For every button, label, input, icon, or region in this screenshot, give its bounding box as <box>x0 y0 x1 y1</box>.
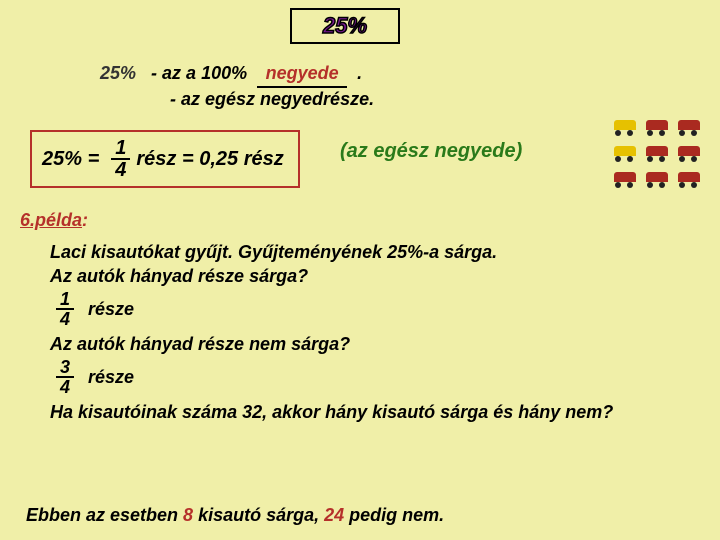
car-icon <box>644 146 670 162</box>
example-body: Laci kisautókat gyűjt. Gyűjteményének 25… <box>50 240 700 424</box>
boxed-lhs: 25% = <box>42 148 99 171</box>
car-grid <box>612 120 702 192</box>
final-p2: 8 <box>183 505 193 525</box>
title-text: 25% <box>323 13 367 38</box>
final-line: Ebben az esetben 8 kisautó sárga, 24 ped… <box>26 505 700 526</box>
def-suffix: . <box>357 63 362 83</box>
example-label-colon: : <box>82 210 88 230</box>
car-icon <box>676 146 702 162</box>
car-icon <box>612 146 638 162</box>
def-blank: negyede <box>257 60 347 86</box>
answer2-den: 4 <box>56 378 74 396</box>
answer1-num: 1 <box>56 290 74 310</box>
car-icon <box>676 120 702 136</box>
boxed-rhs: rész = 0,25 rész <box>136 148 283 171</box>
car-icon <box>612 120 638 136</box>
answer2-fraction: 3 4 <box>56 358 74 396</box>
example-label: 6.példa: <box>20 210 88 231</box>
car-icon <box>644 120 670 136</box>
def-line2-text: - az egész negyedrésze. <box>170 89 374 109</box>
answer2-num: 3 <box>56 358 74 378</box>
car-icon <box>676 172 702 188</box>
frac-den: 4 <box>111 160 130 180</box>
example-answer1: 1 4 része <box>50 290 700 328</box>
definition-block: 25% - az a 100% negyede . - az egész neg… <box>100 60 374 112</box>
boxed-formula: 25% = 1 4 rész = 0,25 rész <box>30 130 300 188</box>
definition-line1: 25% - az a 100% negyede . <box>100 60 374 86</box>
def-mid: - az a 100% <box>151 63 247 83</box>
final-p5: pedig nem. <box>344 505 444 525</box>
example-line2: Az autók hányad része sárga? <box>50 264 700 288</box>
example-answer2: 3 4 része <box>50 358 700 396</box>
final-p3: kisautó sárga, <box>193 505 324 525</box>
boxed-fraction: 1 4 <box>111 138 130 180</box>
answer1-text: része <box>88 297 134 321</box>
answer1-fraction: 1 4 <box>56 290 74 328</box>
car-icon <box>612 172 638 188</box>
aside-note: (az egész negyede) <box>340 140 522 163</box>
def-pct: 25% <box>100 63 136 83</box>
car-icon <box>644 172 670 188</box>
example-line3: Az autók hányad része nem sárga? <box>50 332 700 356</box>
example-line4: Ha kisautóinak száma 32, akkor hány kisa… <box>50 400 700 424</box>
frac-num: 1 <box>111 138 130 160</box>
answer2-text: része <box>88 365 134 389</box>
definition-line2: - az egész negyedrésze. <box>170 86 374 112</box>
example-label-text: 6.példa <box>20 210 82 230</box>
answer1-den: 4 <box>56 310 74 328</box>
title-box: 25% <box>290 8 400 44</box>
example-line1: Laci kisautókat gyűjt. Gyűjteményének 25… <box>50 240 700 264</box>
final-p1: Ebben az esetben <box>26 505 183 525</box>
final-p4: 24 <box>324 505 344 525</box>
